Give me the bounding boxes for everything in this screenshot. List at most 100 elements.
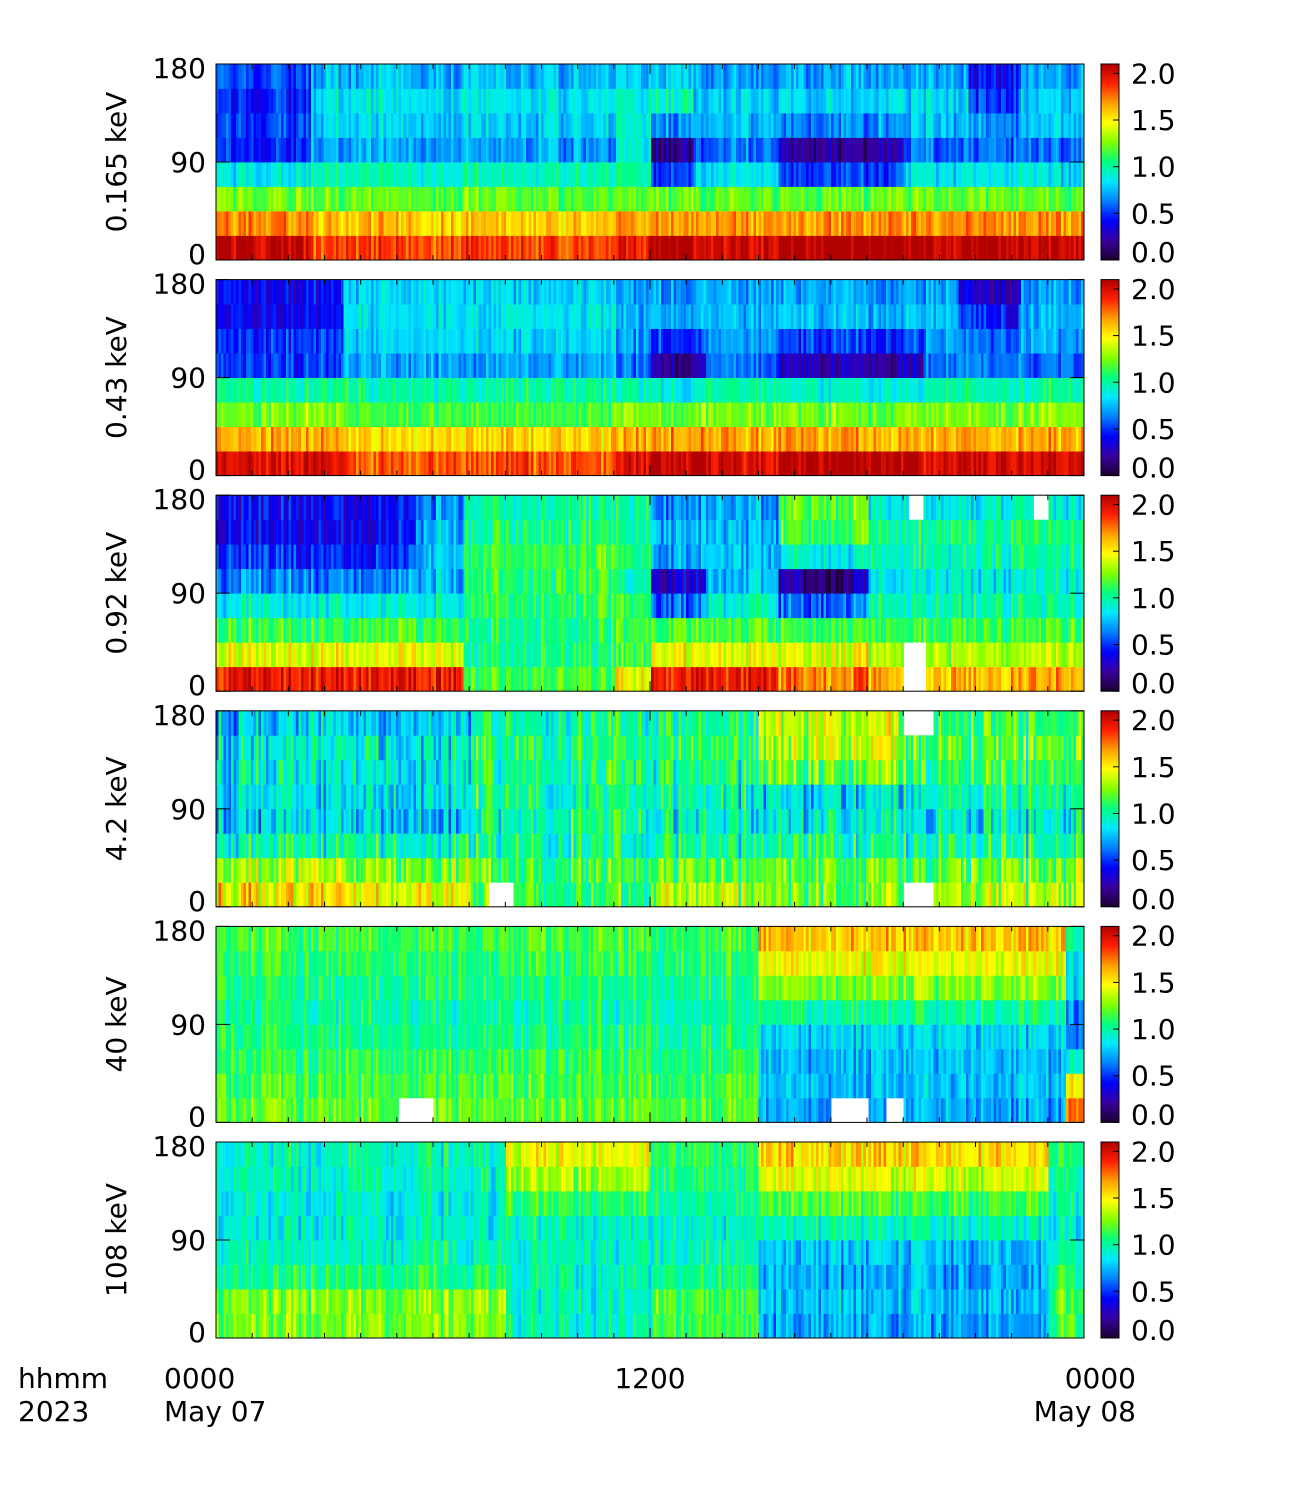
heatmap-cell — [643, 279, 647, 305]
heatmap-cell — [483, 426, 487, 452]
heatmap-cell — [488, 235, 492, 260]
heatmap-cell — [423, 426, 427, 452]
heatmap-cell — [748, 162, 752, 187]
heatmap-cell — [683, 328, 687, 354]
heatmap-cell — [688, 304, 692, 329]
heatmap-cell — [248, 211, 252, 236]
heatmap-cell — [533, 186, 537, 212]
heatmap-cell — [596, 353, 599, 378]
heatmap-cell — [268, 451, 272, 476]
heatmap-cell — [583, 235, 587, 260]
heatmap-cell — [473, 353, 477, 378]
heatmap-cell — [536, 211, 539, 236]
heatmap-cell — [1031, 235, 1034, 260]
heatmap-cell — [271, 211, 274, 236]
heatmap-cell — [693, 64, 697, 89]
heatmap-cell — [321, 137, 324, 163]
heatmap-cell — [256, 162, 259, 187]
heatmap-cell — [866, 235, 869, 260]
heatmap-cell — [541, 162, 544, 187]
heatmap-cell — [411, 328, 414, 354]
heatmap-cell — [538, 88, 542, 114]
heatmap-cell — [393, 402, 397, 427]
heatmap-cell — [501, 137, 504, 163]
heatmap-cell — [331, 137, 334, 163]
heatmap-cell — [296, 211, 299, 236]
heatmap-cell — [643, 186, 647, 212]
heatmap-cell — [496, 328, 499, 354]
heatmap-cell — [661, 235, 664, 260]
heatmap-cell — [286, 279, 289, 305]
heatmap-cell — [243, 162, 247, 187]
heatmap-cell — [398, 235, 402, 260]
heatmap-cell — [561, 64, 564, 89]
heatmap-cell — [933, 211, 937, 236]
heatmap-cell — [426, 426, 429, 452]
heatmap-cell — [988, 113, 992, 138]
heatmap-cell — [956, 137, 959, 163]
heatmap-cell — [293, 279, 297, 305]
heatmap-cell — [373, 113, 377, 138]
heatmap-cell — [406, 328, 409, 354]
heatmap-cell — [981, 235, 984, 260]
heatmap-cell — [221, 426, 224, 452]
heatmap-cell — [453, 377, 457, 403]
heatmap-cell — [783, 64, 787, 89]
heatmap-cell — [968, 113, 972, 138]
heatmap-cell — [446, 186, 449, 212]
heatmap-cell — [296, 186, 299, 212]
heatmap-cell — [1068, 137, 1072, 163]
heatmap-cell — [368, 279, 372, 305]
heatmap-cell — [906, 137, 909, 163]
heatmap-cell — [948, 211, 952, 236]
heatmap-cell — [458, 353, 462, 378]
heatmap-cell — [676, 137, 679, 163]
heatmap-cell — [1018, 186, 1022, 212]
heatmap-cell — [401, 235, 404, 260]
heatmap-cell — [396, 137, 399, 163]
heatmap-cell — [641, 113, 644, 138]
heatmap-cell — [288, 88, 292, 114]
heatmap-cell — [321, 451, 324, 476]
heatmap-cell — [968, 162, 972, 187]
heatmap-cell — [723, 377, 727, 403]
heatmap-cell — [436, 235, 439, 260]
heatmap-cell — [931, 113, 934, 138]
heatmap-cell — [223, 377, 227, 403]
heatmap-cell — [638, 426, 642, 452]
heatmap-cell — [306, 304, 309, 329]
heatmap-cell — [798, 211, 802, 236]
heatmap-cell — [803, 353, 807, 378]
heatmap-cell — [856, 162, 859, 187]
heatmap-cell — [463, 211, 467, 236]
heatmap-cell — [411, 304, 414, 329]
heatmap-cell — [381, 88, 384, 114]
heatmap-cell — [878, 328, 882, 354]
heatmap-cell — [1026, 162, 1029, 187]
heatmap-cell — [428, 328, 432, 354]
heatmap-cell — [801, 353, 804, 378]
heatmap-cell — [858, 304, 862, 329]
heatmap-cell — [526, 137, 529, 163]
heatmap-cell — [623, 186, 627, 212]
heatmap-cell — [258, 162, 262, 187]
heatmap-cell — [248, 235, 252, 260]
heatmap-cell — [351, 113, 354, 138]
heatmap-cell — [623, 137, 627, 163]
heatmap-cell — [548, 88, 552, 114]
heatmap-cell — [333, 162, 337, 187]
heatmap-cell — [426, 377, 429, 403]
heatmap-cell — [826, 426, 829, 452]
heatmap-cell — [1068, 88, 1072, 114]
heatmap-cell — [661, 402, 664, 427]
heatmap-cell — [758, 113, 762, 138]
heatmap-cell — [808, 64, 812, 89]
heatmap-cell — [631, 88, 634, 114]
heatmap-cell — [576, 162, 579, 187]
heatmap-cell — [638, 113, 642, 138]
heatmap-cell — [331, 451, 334, 476]
heatmap-cell — [363, 353, 367, 378]
heatmap-cell — [241, 186, 244, 212]
heatmap-cell — [993, 64, 997, 89]
heatmap-cell — [681, 64, 684, 89]
